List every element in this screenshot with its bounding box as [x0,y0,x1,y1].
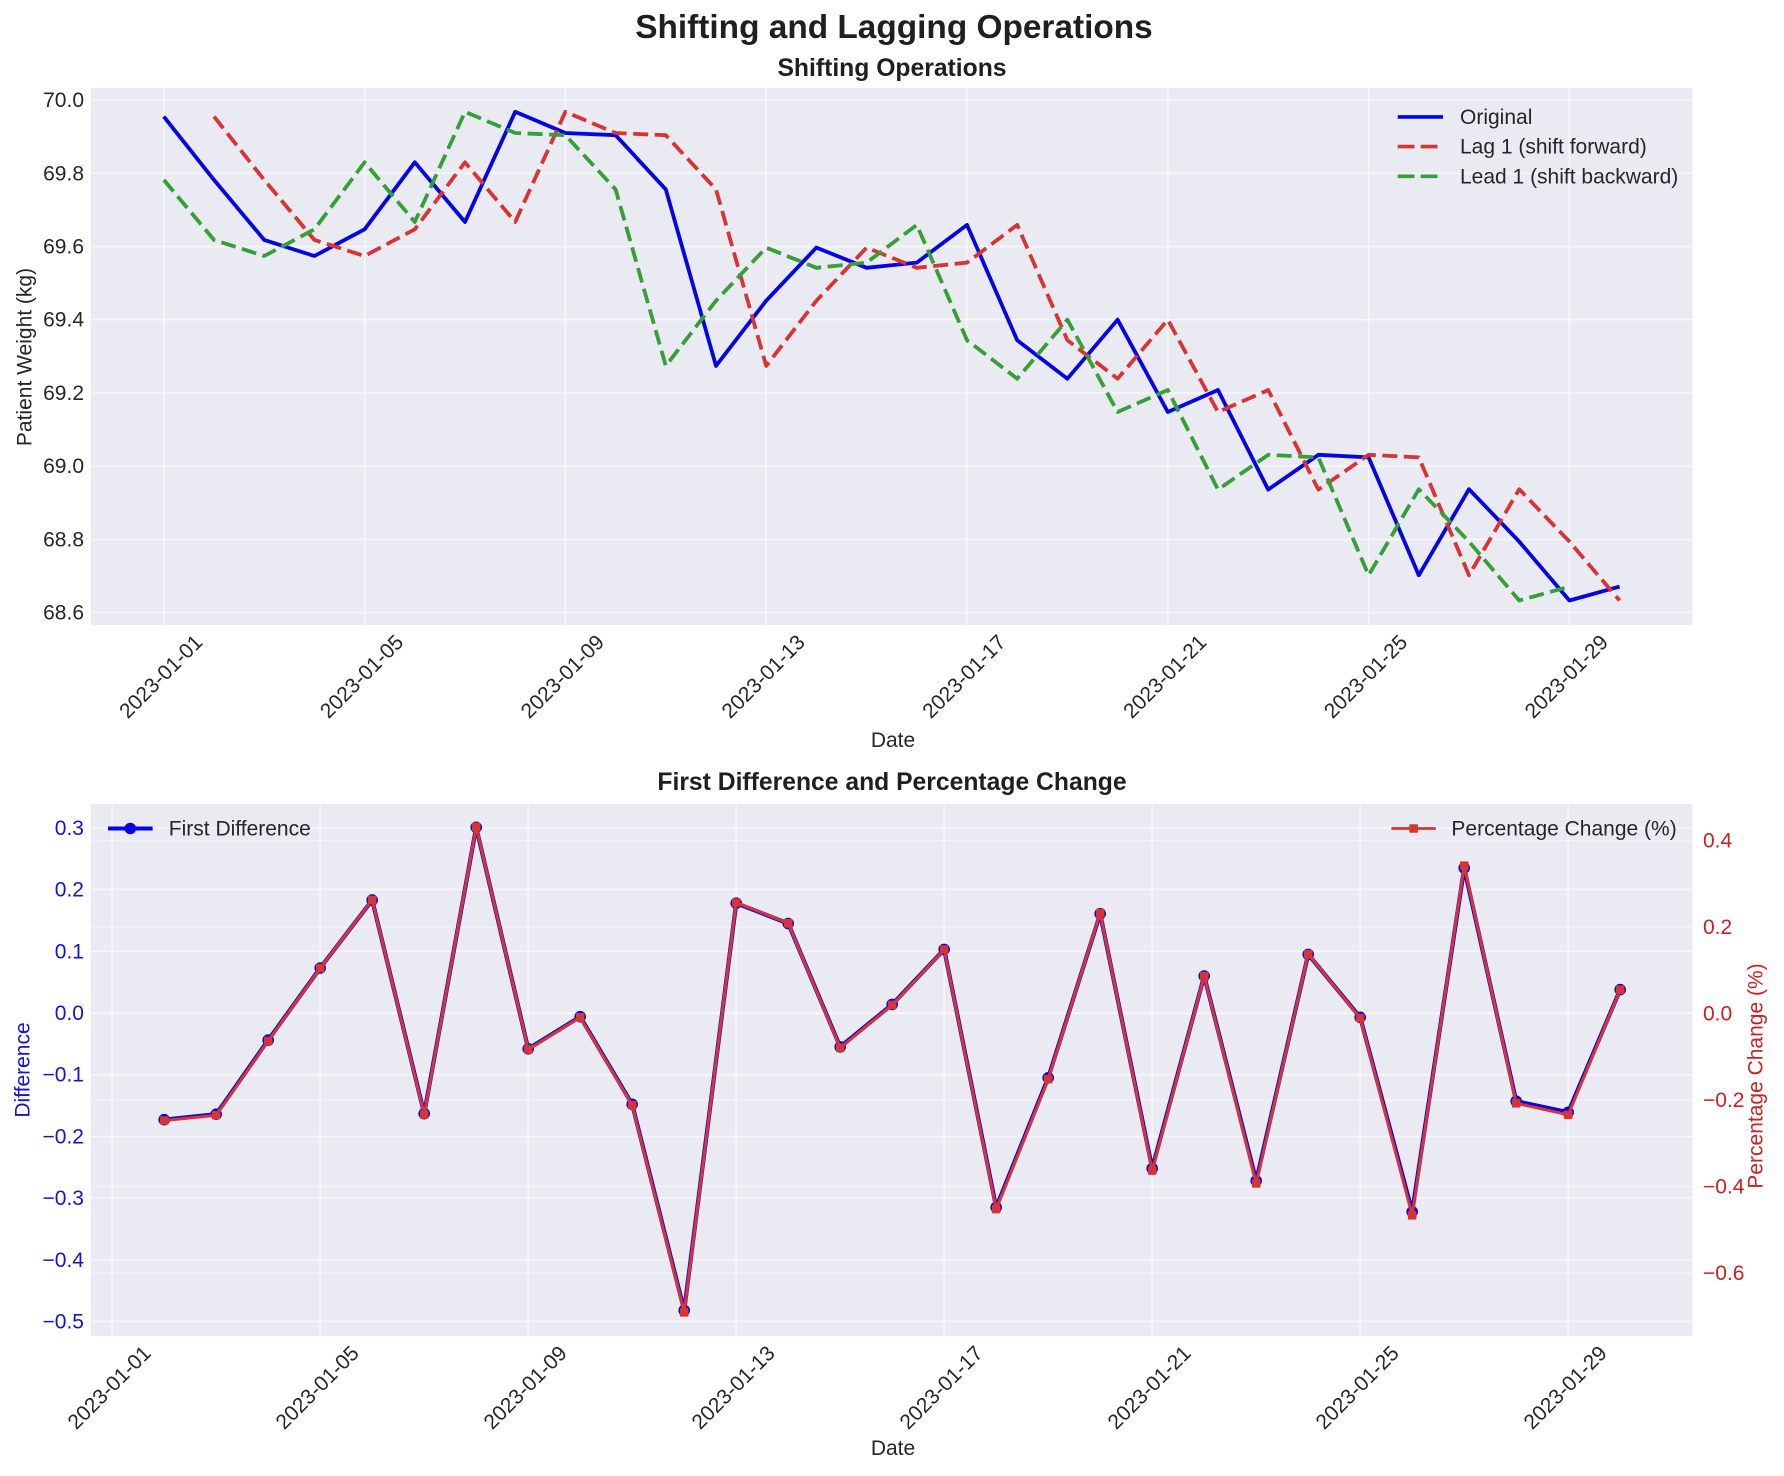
svg-text:−0.2: −0.2 [43,1125,84,1148]
svg-text:Date: Date [871,729,915,752]
svg-text:69.0: 69.0 [43,455,84,478]
svg-text:−0.1: −0.1 [43,1064,84,1087]
svg-text:69.2: 69.2 [43,382,84,405]
svg-text:−0.4: −0.4 [1703,1176,1745,1199]
svg-text:Lead 1 (shift backward): Lead 1 (shift backward) [1460,165,1678,188]
svg-text:First Difference: First Difference [169,818,311,841]
svg-text:First Difference and Percentag: First Difference and Percentage Change [657,769,1126,796]
svg-text:0.2: 0.2 [55,879,84,902]
svg-text:70.0: 70.0 [43,89,84,112]
svg-text:Shifting Operations: Shifting Operations [777,55,1006,82]
svg-text:68.8: 68.8 [43,528,84,551]
svg-text:−0.4: −0.4 [43,1249,85,1272]
svg-text:Percentage Change (%): Percentage Change (%) [1745,963,1768,1188]
svg-text:69.8: 69.8 [43,162,84,185]
svg-text:Shifting and Lagging Operation: Shifting and Lagging Operations [635,9,1153,46]
svg-text:Patient Weight (kg): Patient Weight (kg) [14,268,37,446]
svg-text:Date: Date [871,1437,915,1460]
svg-text:0.0: 0.0 [1703,1003,1732,1026]
svg-text:0.4: 0.4 [1703,830,1733,853]
svg-text:−0.3: −0.3 [43,1187,84,1210]
svg-text:Percentage Change (%): Percentage Change (%) [1451,818,1676,841]
svg-text:0.2: 0.2 [1703,916,1732,939]
svg-text:69.4: 69.4 [43,309,84,332]
svg-text:68.6: 68.6 [43,602,84,625]
svg-text:−0.6: −0.6 [1703,1262,1744,1285]
svg-text:0.0: 0.0 [55,1002,84,1025]
svg-text:Difference: Difference [12,1022,35,1117]
svg-text:−0.2: −0.2 [1703,1089,1744,1112]
svg-text:Original: Original [1460,106,1532,129]
svg-text:0.3: 0.3 [55,817,84,840]
svg-text:69.6: 69.6 [43,236,84,259]
svg-text:Lag 1 (shift forward): Lag 1 (shift forward) [1460,136,1647,159]
svg-text:−0.5: −0.5 [43,1311,84,1334]
svg-text:0.1: 0.1 [55,940,84,963]
